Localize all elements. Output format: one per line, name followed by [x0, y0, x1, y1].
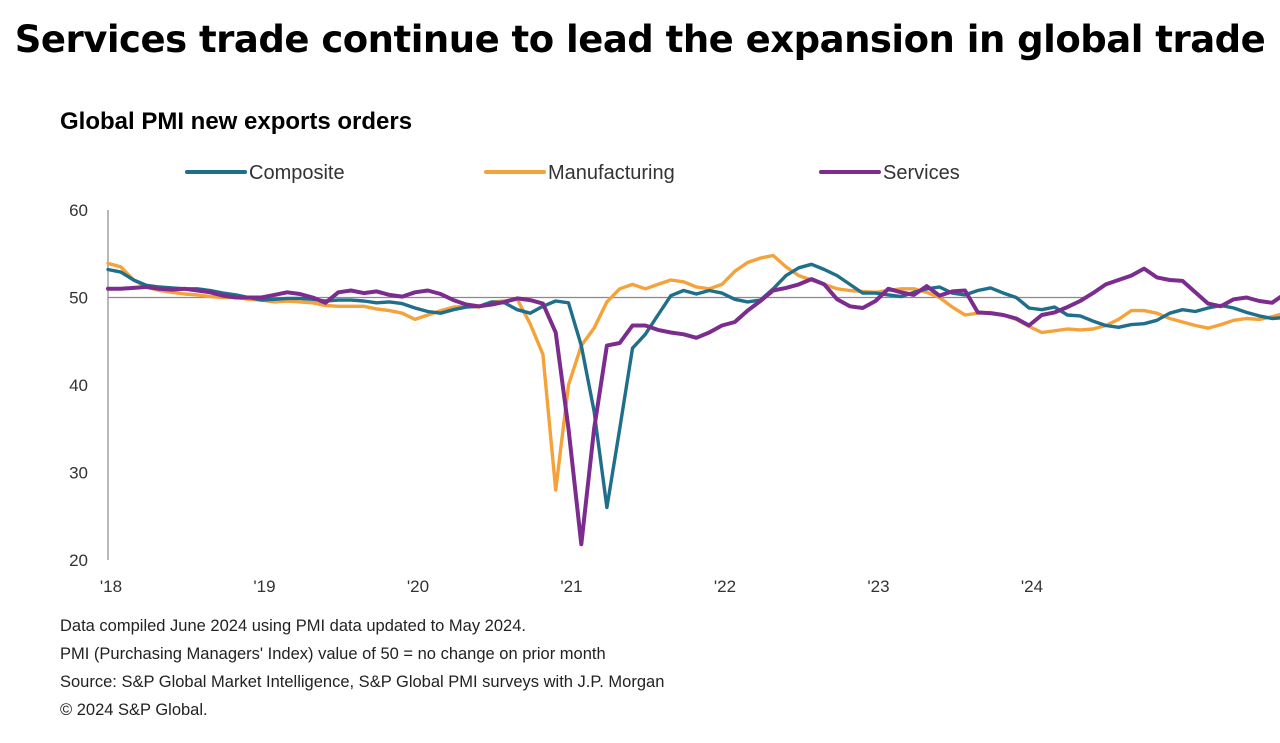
x-tick-label: '19: [253, 577, 275, 596]
y-tick-label: 40: [69, 376, 88, 395]
note-data-compiled: Data compiled June 2024 using PMI data u…: [60, 617, 526, 635]
axes-lines: [107, 210, 1086, 560]
x-axis: '18 '19 '20 '21 '22 '23 '24: [100, 577, 1043, 596]
legend-label-services: Services: [883, 162, 960, 184]
note-pmi-definition: PMI (Purchasing Managers' Index) value o…: [60, 645, 606, 663]
line-chart: Composite Manufacturing Services 20 30 40 50 6…: [69, 162, 1280, 596]
x-tick-label: '22: [714, 577, 736, 596]
legend-label-manufacturing: Manufacturing: [548, 162, 675, 184]
series-group: [106, 253, 1280, 547]
x-tick-label: '18: [100, 577, 122, 596]
y-tick-label: 30: [69, 464, 88, 483]
y-tick-label: 20: [69, 551, 88, 570]
chart-legend: Composite Manufacturing Services: [185, 162, 960, 184]
x-tick-label: '23: [867, 577, 889, 596]
y-axis: 20 30 40 50 60: [69, 201, 88, 570]
x-tick-label: '21: [560, 577, 582, 596]
note-source: Source: S&P Global Market Intelligence, …: [60, 673, 665, 691]
note-copyright: © 2024 S&P Global.: [60, 701, 208, 719]
x-tick-label: '24: [1021, 577, 1043, 596]
y-tick-label: 60: [69, 201, 88, 220]
headline: Services trade continue to lead the expa…: [14, 18, 1266, 61]
legend-label-composite: Composite: [249, 162, 345, 184]
chart-title: Global PMI new exports orders: [60, 108, 413, 135]
series-line-services: [106, 266, 1280, 547]
x-tick-label: '20: [407, 577, 429, 596]
y-tick-label: 50: [69, 289, 88, 308]
series-line-manufacturing: [106, 253, 1280, 492]
chart-notes: Data compiled June 2024 using PMI data u…: [60, 612, 664, 724]
